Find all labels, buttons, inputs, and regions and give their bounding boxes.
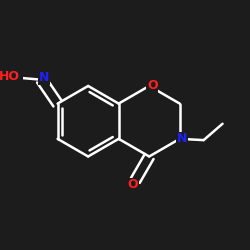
Text: HO: HO xyxy=(0,70,20,83)
Text: O: O xyxy=(128,178,138,192)
Text: O: O xyxy=(147,80,158,92)
Text: N: N xyxy=(177,132,188,145)
Text: N: N xyxy=(38,71,49,84)
